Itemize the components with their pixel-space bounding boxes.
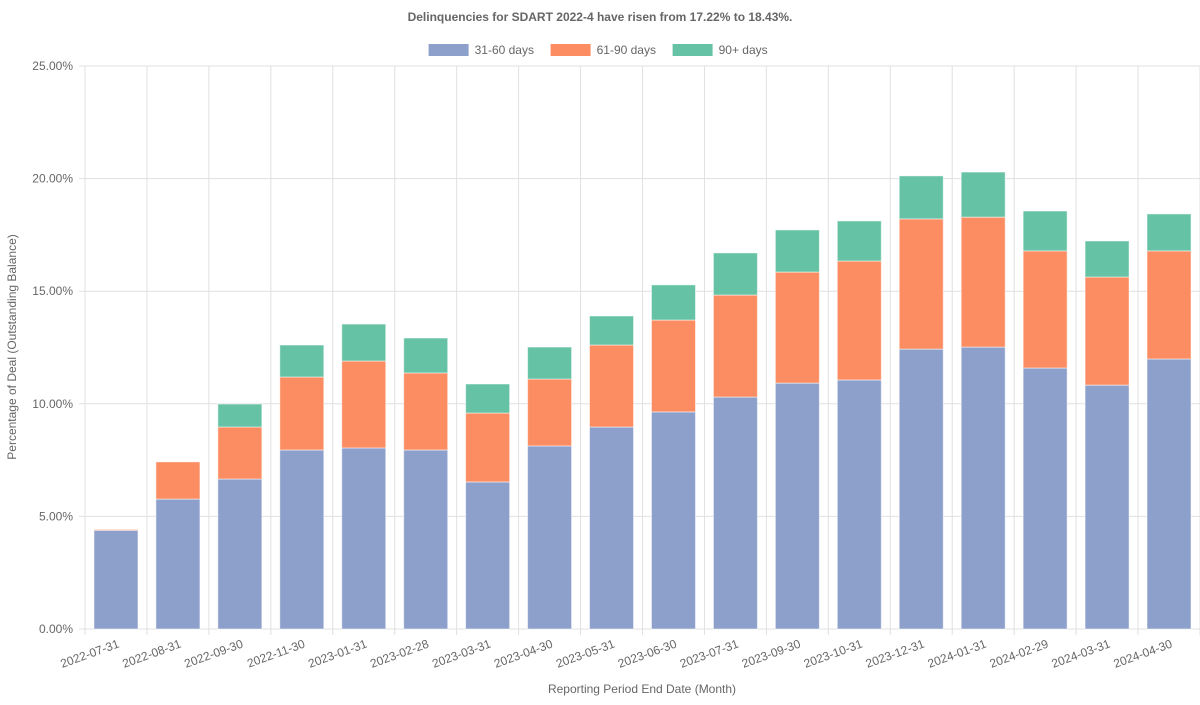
bar-segment-61-90-days bbox=[217, 426, 263, 480]
y-tick-label: 15.00% bbox=[32, 284, 73, 298]
bar-segment-61-90-days bbox=[341, 360, 387, 449]
x-tick-label: 2023-10-31 bbox=[802, 637, 865, 671]
bar-segment-31-60-days bbox=[774, 382, 820, 630]
bar-segment-61-90-days bbox=[465, 412, 511, 483]
bar-segment-90-days bbox=[1084, 240, 1130, 278]
bar-segment-90-days bbox=[1022, 210, 1068, 252]
legend: 31-60 days 61-90 days 90+ days bbox=[428, 43, 768, 57]
bar-segment-31-60-days bbox=[836, 379, 882, 630]
bar-segment-61-90-days bbox=[960, 216, 1006, 348]
x-tick-label: 2023-01-31 bbox=[306, 637, 369, 671]
x-tick-label: 2023-02-28 bbox=[368, 637, 431, 671]
bar-segment-61-90-days bbox=[712, 294, 758, 398]
bar-segment-61-90-days bbox=[1146, 250, 1192, 360]
bar-segment-61-90-days bbox=[155, 461, 201, 500]
x-tick-label: 2023-04-30 bbox=[492, 637, 555, 671]
bar-segment-31-60-days bbox=[341, 447, 387, 630]
x-tick-label: 2024-02-29 bbox=[988, 637, 1051, 671]
x-tick-label: 2022-07-31 bbox=[59, 637, 122, 671]
bar-segment-31-60-days bbox=[527, 445, 573, 630]
bar-segment-31-60-days bbox=[217, 478, 263, 630]
legend-swatch bbox=[550, 44, 591, 56]
legend-swatch bbox=[672, 44, 713, 56]
x-tick-label: 2022-09-30 bbox=[182, 637, 245, 671]
x-tick-label: 2024-03-31 bbox=[1050, 637, 1113, 671]
bar-segment-31-60-days bbox=[589, 426, 635, 630]
grid bbox=[79, 65, 1200, 635]
x-tick-label: 2023-05-31 bbox=[554, 637, 617, 671]
bar-segment-90-days bbox=[774, 229, 820, 273]
bar-segment-31-60-days bbox=[465, 481, 511, 630]
bar-segment-90-days bbox=[836, 220, 882, 262]
legend-label: 61-90 days bbox=[597, 43, 656, 57]
legend-swatch bbox=[428, 44, 469, 56]
bar-segment-31-60-days bbox=[1146, 358, 1192, 630]
bar-segment-90-days bbox=[650, 284, 696, 321]
bar-segment-61-90-days bbox=[1084, 276, 1130, 386]
bar-segment-31-60-days bbox=[960, 346, 1006, 630]
x-axis-label: Reporting Period End Date (Month) bbox=[548, 682, 736, 696]
legend-label: 90+ days bbox=[719, 43, 768, 57]
bar-segment-90-days bbox=[527, 346, 573, 380]
bar-segment-90-days bbox=[217, 403, 263, 428]
bar-segment-90-days bbox=[279, 344, 325, 378]
bar-segment-31-60-days bbox=[1022, 367, 1068, 630]
bar-segment-31-60-days bbox=[1084, 384, 1130, 630]
bar-segment-61-90-days bbox=[93, 528, 139, 531]
bar-segment-61-90-days bbox=[403, 372, 449, 451]
y-tick-label: 20.00% bbox=[32, 172, 73, 186]
bar-segment-90-days bbox=[960, 171, 1006, 218]
bar-segment-61-90-days bbox=[527, 378, 573, 447]
legend-label: 31-60 days bbox=[475, 43, 534, 57]
x-tick-label: 2023-12-31 bbox=[864, 637, 927, 671]
bar-segment-61-90-days bbox=[650, 319, 696, 413]
y-tick-label: 0.00% bbox=[39, 622, 73, 636]
bar-segment-61-90-days bbox=[1022, 250, 1068, 369]
bar-segment-31-60-days bbox=[650, 411, 696, 630]
bar-segment-61-90-days bbox=[589, 344, 635, 428]
y-tick-label: 5.00% bbox=[39, 509, 73, 523]
bar-segment-31-60-days bbox=[93, 529, 139, 630]
bar-segment-90-days bbox=[465, 383, 511, 414]
bar-segment-61-90-days bbox=[774, 271, 820, 384]
bar-segment-90-days bbox=[1146, 213, 1192, 252]
x-tick-label: 2023-09-30 bbox=[740, 637, 803, 671]
y-tick-label: 10.00% bbox=[32, 397, 73, 411]
x-tick-label: 2023-06-30 bbox=[616, 637, 679, 671]
y-axis-label: Percentage of Deal (Outstanding Balance) bbox=[5, 234, 19, 459]
bar-segment-31-60-days bbox=[155, 498, 201, 630]
x-tick-label: 2024-01-31 bbox=[926, 637, 989, 671]
chart-title: Delinquencies for SDART 2022-4 have rise… bbox=[408, 10, 793, 24]
bar-segment-90-days bbox=[341, 323, 387, 362]
bar-segment-31-60-days bbox=[403, 449, 449, 630]
bar-segment-61-90-days bbox=[836, 260, 882, 381]
x-tick-label: 2022-11-30 bbox=[245, 637, 307, 671]
bar-segment-90-days bbox=[589, 315, 635, 346]
bar-segment-31-60-days bbox=[279, 449, 325, 630]
bars bbox=[93, 171, 1192, 630]
bar-segment-90-days bbox=[403, 337, 449, 374]
bar-segment-90-days bbox=[712, 252, 758, 296]
x-tick-label: 2022-08-31 bbox=[120, 637, 183, 671]
bar-segment-90-days bbox=[898, 175, 944, 220]
bar-segment-61-90-days bbox=[898, 218, 944, 350]
y-tick-label: 25.00% bbox=[32, 59, 73, 73]
x-tick-label: 2024-04-30 bbox=[1112, 637, 1175, 671]
x-tick-label: 2023-07-31 bbox=[678, 637, 741, 671]
x-tick-label: 2023-03-31 bbox=[430, 637, 493, 671]
bar-segment-31-60-days bbox=[712, 396, 758, 630]
bar-segment-61-90-days bbox=[279, 376, 325, 451]
bar-segment-31-60-days bbox=[898, 348, 944, 630]
